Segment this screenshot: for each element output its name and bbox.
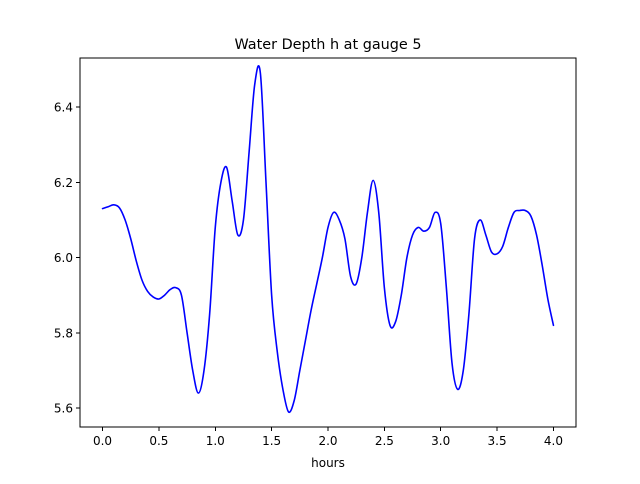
y-tick-label: 6.2 [54, 176, 73, 190]
plot-area [101, 65, 555, 414]
x-tick-label: 3.0 [431, 434, 450, 448]
x-tick-label: 1.5 [262, 434, 281, 448]
x-tick-label: 2.5 [375, 434, 394, 448]
y-tick-label: 6.4 [54, 100, 73, 114]
x-tick-label: 3.5 [488, 434, 507, 448]
x-tick-label: 0.0 [93, 434, 112, 448]
series-line [101, 65, 555, 414]
y-tick-label: 5.6 [54, 402, 73, 416]
x-tick-label: 2.0 [318, 434, 337, 448]
y-tick-label: 5.8 [54, 326, 73, 340]
y-tick-label: 6.0 [54, 251, 73, 265]
x-tick-label: 1.0 [206, 434, 225, 448]
x-axis: 0.0 0.5 1.0 1.5 2.0 2.5 3.0 3.5 4.0 [93, 427, 563, 448]
axes-frame [79, 57, 577, 428]
x-axis-label: hours [311, 456, 345, 470]
x-tick-label: 4.0 [544, 434, 563, 448]
chart-title: Water Depth h at gauge 5 [234, 37, 421, 53]
y-axis: 5.6 5.8 6.0 6.2 6.4 [54, 100, 80, 416]
x-tick-label: 0.5 [149, 434, 168, 448]
